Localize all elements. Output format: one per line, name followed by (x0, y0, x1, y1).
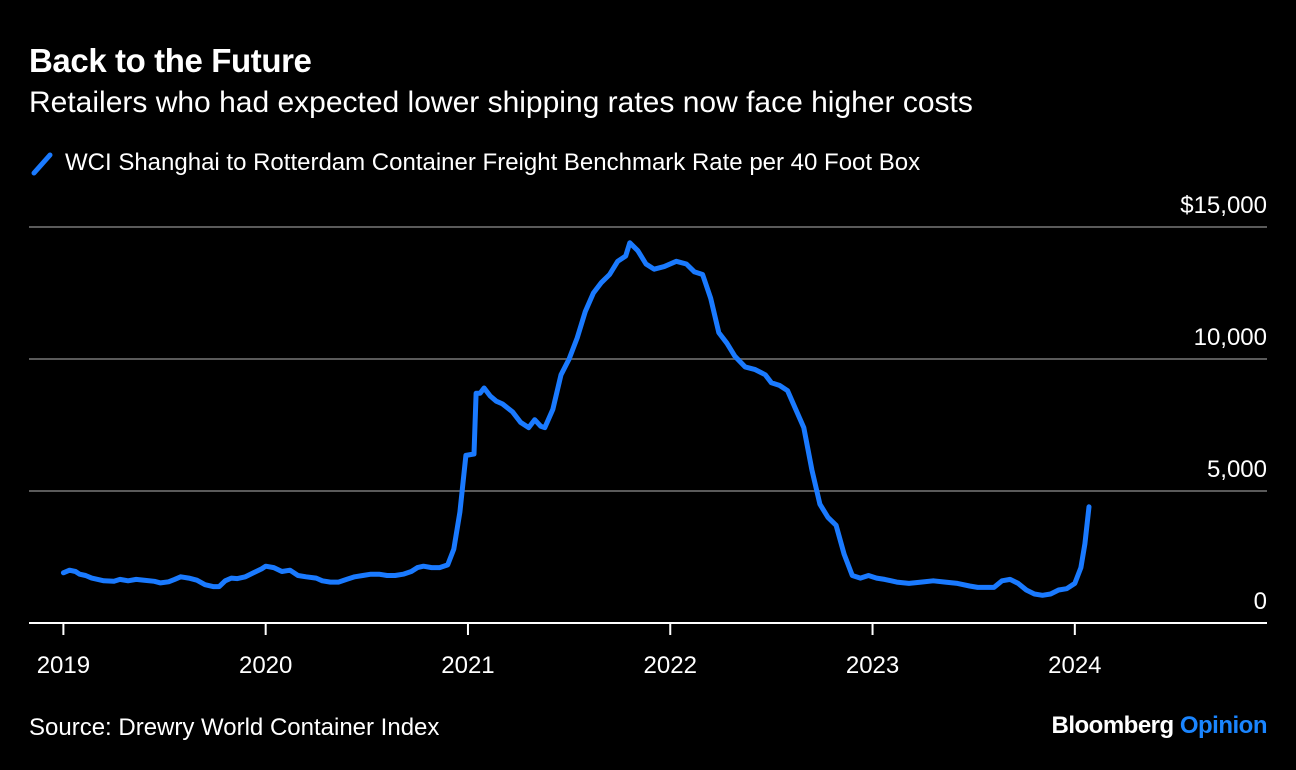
y-tick-label: 0 (1254, 588, 1267, 615)
y-tick-label: $15,000 (1180, 192, 1267, 219)
brand-logo: Bloomberg Opinion (1052, 712, 1268, 740)
legend: WCI Shanghai to Rotterdam Container Frei… (29, 149, 920, 177)
x-tick-label: 2022 (644, 652, 697, 679)
y-tick-label: 5,000 (1207, 456, 1267, 483)
x-tick-label: 2021 (441, 652, 494, 679)
series-line-wci (60, 240, 1092, 598)
legend-line-icon (29, 150, 55, 176)
brand-name: Bloomberg (1051, 712, 1175, 739)
x-tick-label: 2020 (239, 652, 292, 679)
brand-suffix: Opinion (1179, 712, 1268, 739)
chart-title: Back to the Future (29, 42, 312, 79)
y-tick-label: 10,000 (1194, 324, 1267, 351)
x-tick-label: 2023 (846, 652, 899, 679)
source-note: Source: Drewry World Container Index (29, 714, 440, 741)
x-tick-label: 2024 (1048, 652, 1101, 679)
legend-label: WCI Shanghai to Rotterdam Container Frei… (65, 149, 921, 176)
chart-subtitle: Retailers who had expected lower shippin… (29, 86, 973, 119)
x-tick-label: 2019 (37, 652, 90, 679)
